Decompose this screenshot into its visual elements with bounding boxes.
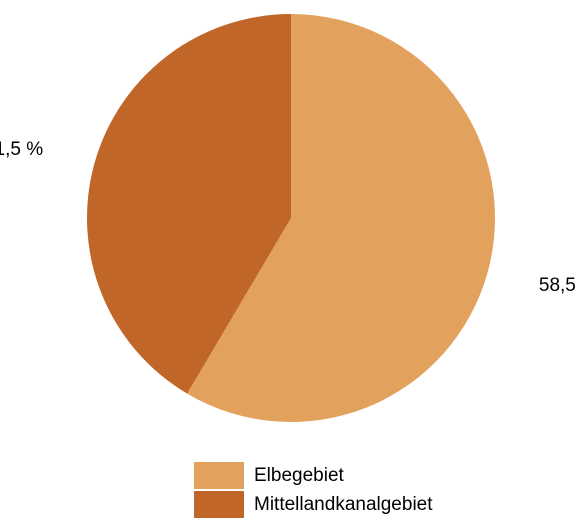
pie-slice-mittellandkanalgebiet: [86, 14, 291, 394]
legend-item-mittellandkanalgebiet: Mittellandkanalgebiet: [194, 490, 433, 519]
legend-swatch-elbegebiet: [194, 462, 244, 489]
data-label-elbegebiet: 58,5 %: [539, 275, 580, 296]
legend-swatch-mittellandkanalgebiet: [194, 491, 244, 518]
legend-label-elbegebiet: Elbegebiet: [254, 464, 344, 486]
pie-slice-elbegebiet: [187, 14, 495, 422]
legend: Elbegebiet Mittellandkanalgebiet: [194, 461, 433, 519]
legend-item-elbegebiet: Elbegebiet: [194, 461, 433, 490]
legend-label-mittellandkanalgebiet: Mittellandkanalgebiet: [254, 493, 433, 515]
data-label-mittellandkanalgebiet: 41,5 %: [0, 139, 43, 160]
